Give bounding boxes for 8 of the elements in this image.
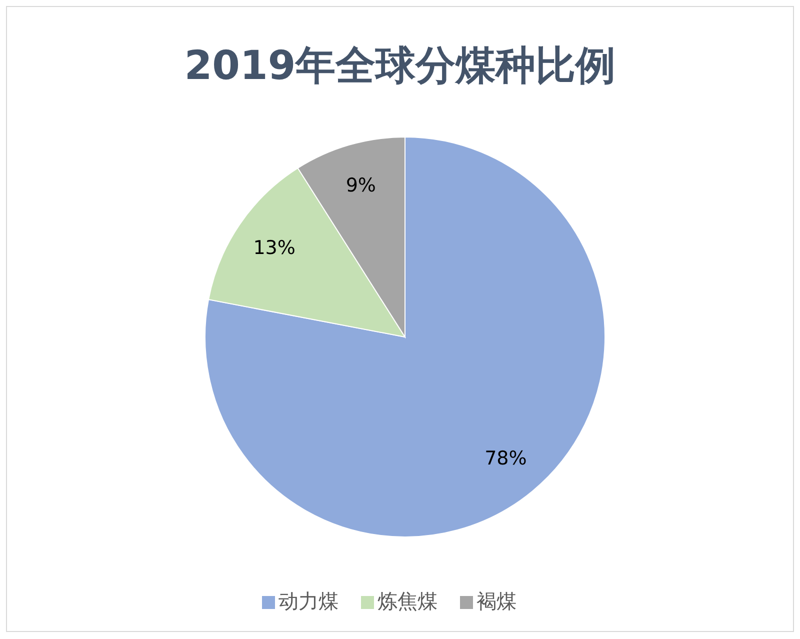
data-label: 13% (253, 237, 296, 260)
data-label: 9% (346, 174, 376, 196)
pie-slice (204, 136, 606, 538)
legend-label: 动力煤 (278, 589, 338, 613)
data-label: 78% (484, 448, 527, 470)
chart-title: 2019年全球分煤种比例 (183, 42, 617, 91)
legend-label: 炼焦煤 (378, 589, 438, 613)
legend-label: 褐煤 (476, 589, 516, 613)
